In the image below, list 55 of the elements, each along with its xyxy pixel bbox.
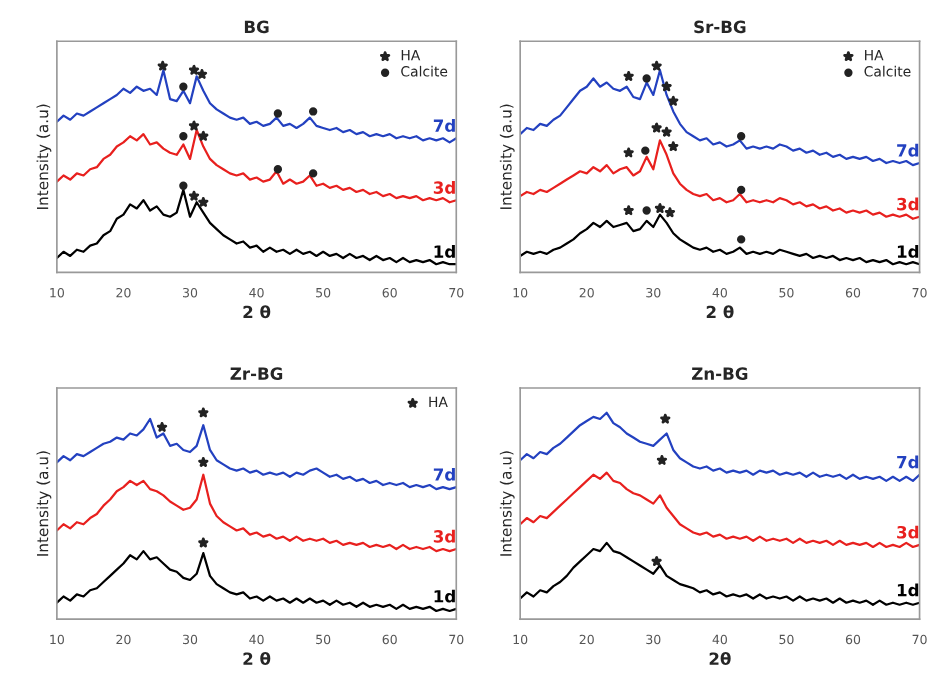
point [273,165,283,174]
point [668,95,679,106]
point [661,126,672,137]
point [641,146,650,155]
point [308,107,318,116]
series-label: 7d [897,455,919,469]
chart-title: Sr-BG [694,20,746,34]
x-axis-title: 2 θ [243,305,271,319]
point [196,68,208,79]
series-label: 1d [434,589,455,603]
point [623,205,634,216]
point [651,122,662,133]
point [198,457,209,467]
point [179,132,188,141]
chart-title: Zn-BG [691,367,748,380]
point [737,132,746,141]
series-label: 1d [897,583,919,597]
x-axis-title: 2 θ [243,652,271,665]
point [198,196,209,207]
point [737,235,746,244]
series-label: 3d [433,180,455,194]
point [198,407,209,418]
point [642,206,651,215]
point [188,64,200,75]
series-label: 3d [433,529,455,543]
point [664,207,676,218]
chart-title: BG [244,20,269,34]
point [157,60,168,71]
series-label: 1d [897,244,919,258]
x-axis-title: 2θ [709,652,731,665]
point [188,190,200,201]
point [668,141,679,152]
point [179,82,188,91]
chart-title: Zr-BG [230,367,283,380]
point [179,181,188,190]
point [198,130,209,141]
series-label: 7d [433,467,455,481]
point [661,81,672,92]
point [198,537,209,548]
x-axis-title: 2 θ [706,305,734,319]
point [273,109,283,118]
point [623,147,634,158]
point [623,71,634,81]
point [308,169,318,178]
point [651,60,662,71]
series-label: 3d [897,197,919,211]
point [654,203,666,214]
series-label: 7d [433,119,455,132]
point [188,120,200,131]
point [642,74,651,83]
series-label: 1d [434,244,455,258]
series-label: 7d [897,143,919,157]
point [737,185,746,195]
series-label: 3d [897,525,919,539]
point [156,421,168,432]
